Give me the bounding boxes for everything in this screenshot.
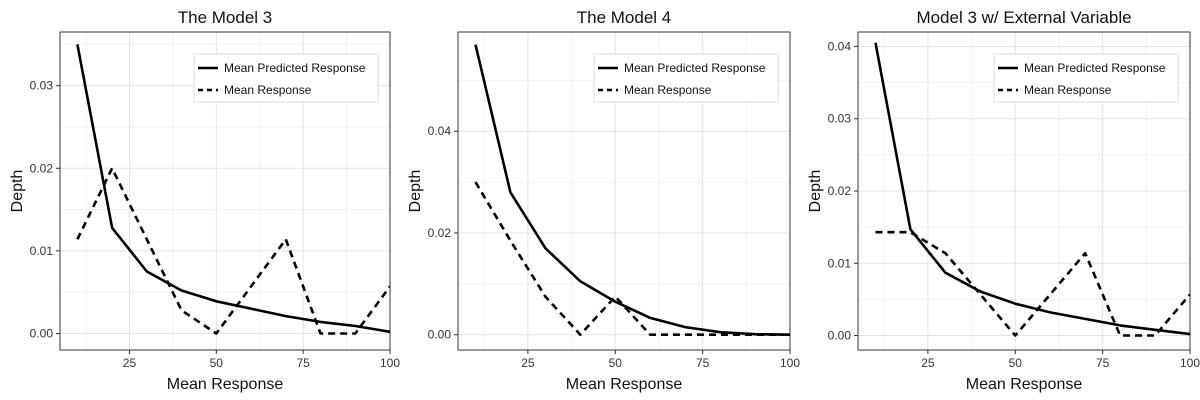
x-tick-label: 100 [380,356,400,370]
y-tick-label: 0.01 [30,244,54,258]
series-line-predicted [474,44,790,336]
legend-label-response: Mean Response [624,83,712,97]
chart-title: The Model 4 [577,8,672,27]
plot-border [59,31,391,351]
x-tick-label: 25 [521,356,535,370]
series-line-predicted [76,44,390,334]
x-tick-label: 25 [123,356,137,370]
x-tick-label: 50 [210,356,224,370]
x-tick-label: 25 [921,356,935,370]
series-line-response [474,181,790,337]
x-tick-label: 50 [1009,356,1023,370]
x-axis-title: Mean Response [966,376,1083,393]
y-tick-label: 0.03 [30,79,54,93]
y-tick-label: 0.04 [428,124,452,138]
plot-border [457,31,791,351]
chart-panel-1: 25 50 75 100 0.00 0.01 0.02 0.03 Mean Response De… [9,8,400,393]
legend-box [593,53,779,103]
legend-label-predicted: Mean Predicted Response [224,61,366,75]
x-tick-label: 100 [1180,356,1200,370]
chart-panel-3: 25 50 75 100 0.00 0.01 0.02 0.03 0.04 Mean Respon… [807,8,1200,393]
y-tick-label: 0.02 [428,226,452,240]
legend: Mean Predicted Response Mean Response [193,53,379,103]
x-tick-label: 75 [1096,356,1110,370]
legend: Mean Predicted Response Mean Response [993,53,1179,103]
y-tick-label: 0.00 [828,329,852,343]
y-tick-label: 0.00 [428,328,452,342]
x-axis-title: Mean Response [167,376,284,393]
y-tick-label: 0.04 [828,39,852,53]
chart-title: Model 3 w/ External Variable [916,8,1131,27]
y-tick-label: 0.01 [828,256,852,270]
x-axis-title: Mean Response [566,376,683,393]
y-tick-label: 0.02 [30,161,54,175]
legend: Mean Predicted Response Mean Response [593,53,779,103]
legend-box [993,53,1179,103]
series-line-predicted [874,42,1190,336]
legend-label-predicted: Mean Predicted Response [624,61,766,75]
y-axis-title: Depth [807,170,824,213]
legend-label-response: Mean Response [224,83,312,97]
y-axis-title: Depth [9,170,26,213]
x-tick-label: 75 [296,356,310,370]
y-tick-label: 0.03 [828,112,852,126]
x-tick-label: 75 [696,356,710,370]
chart-panel-2: 25 50 75 100 0.00 0.02 0.04 Mean Response Depth T… [407,8,800,393]
legend-box [193,53,379,103]
series-line-response [875,230,1190,337]
y-axis-title: Depth [407,170,424,213]
chart-title: The Model 3 [178,8,273,27]
x-tick-label: 100 [780,356,800,370]
legend-label-response: Mean Response [1024,83,1112,97]
x-tick-label: 50 [609,356,623,370]
legend-label-predicted: Mean Predicted Response [1024,61,1166,75]
y-tick-label: 0.00 [30,326,54,340]
y-tick-label: 0.02 [828,184,852,198]
